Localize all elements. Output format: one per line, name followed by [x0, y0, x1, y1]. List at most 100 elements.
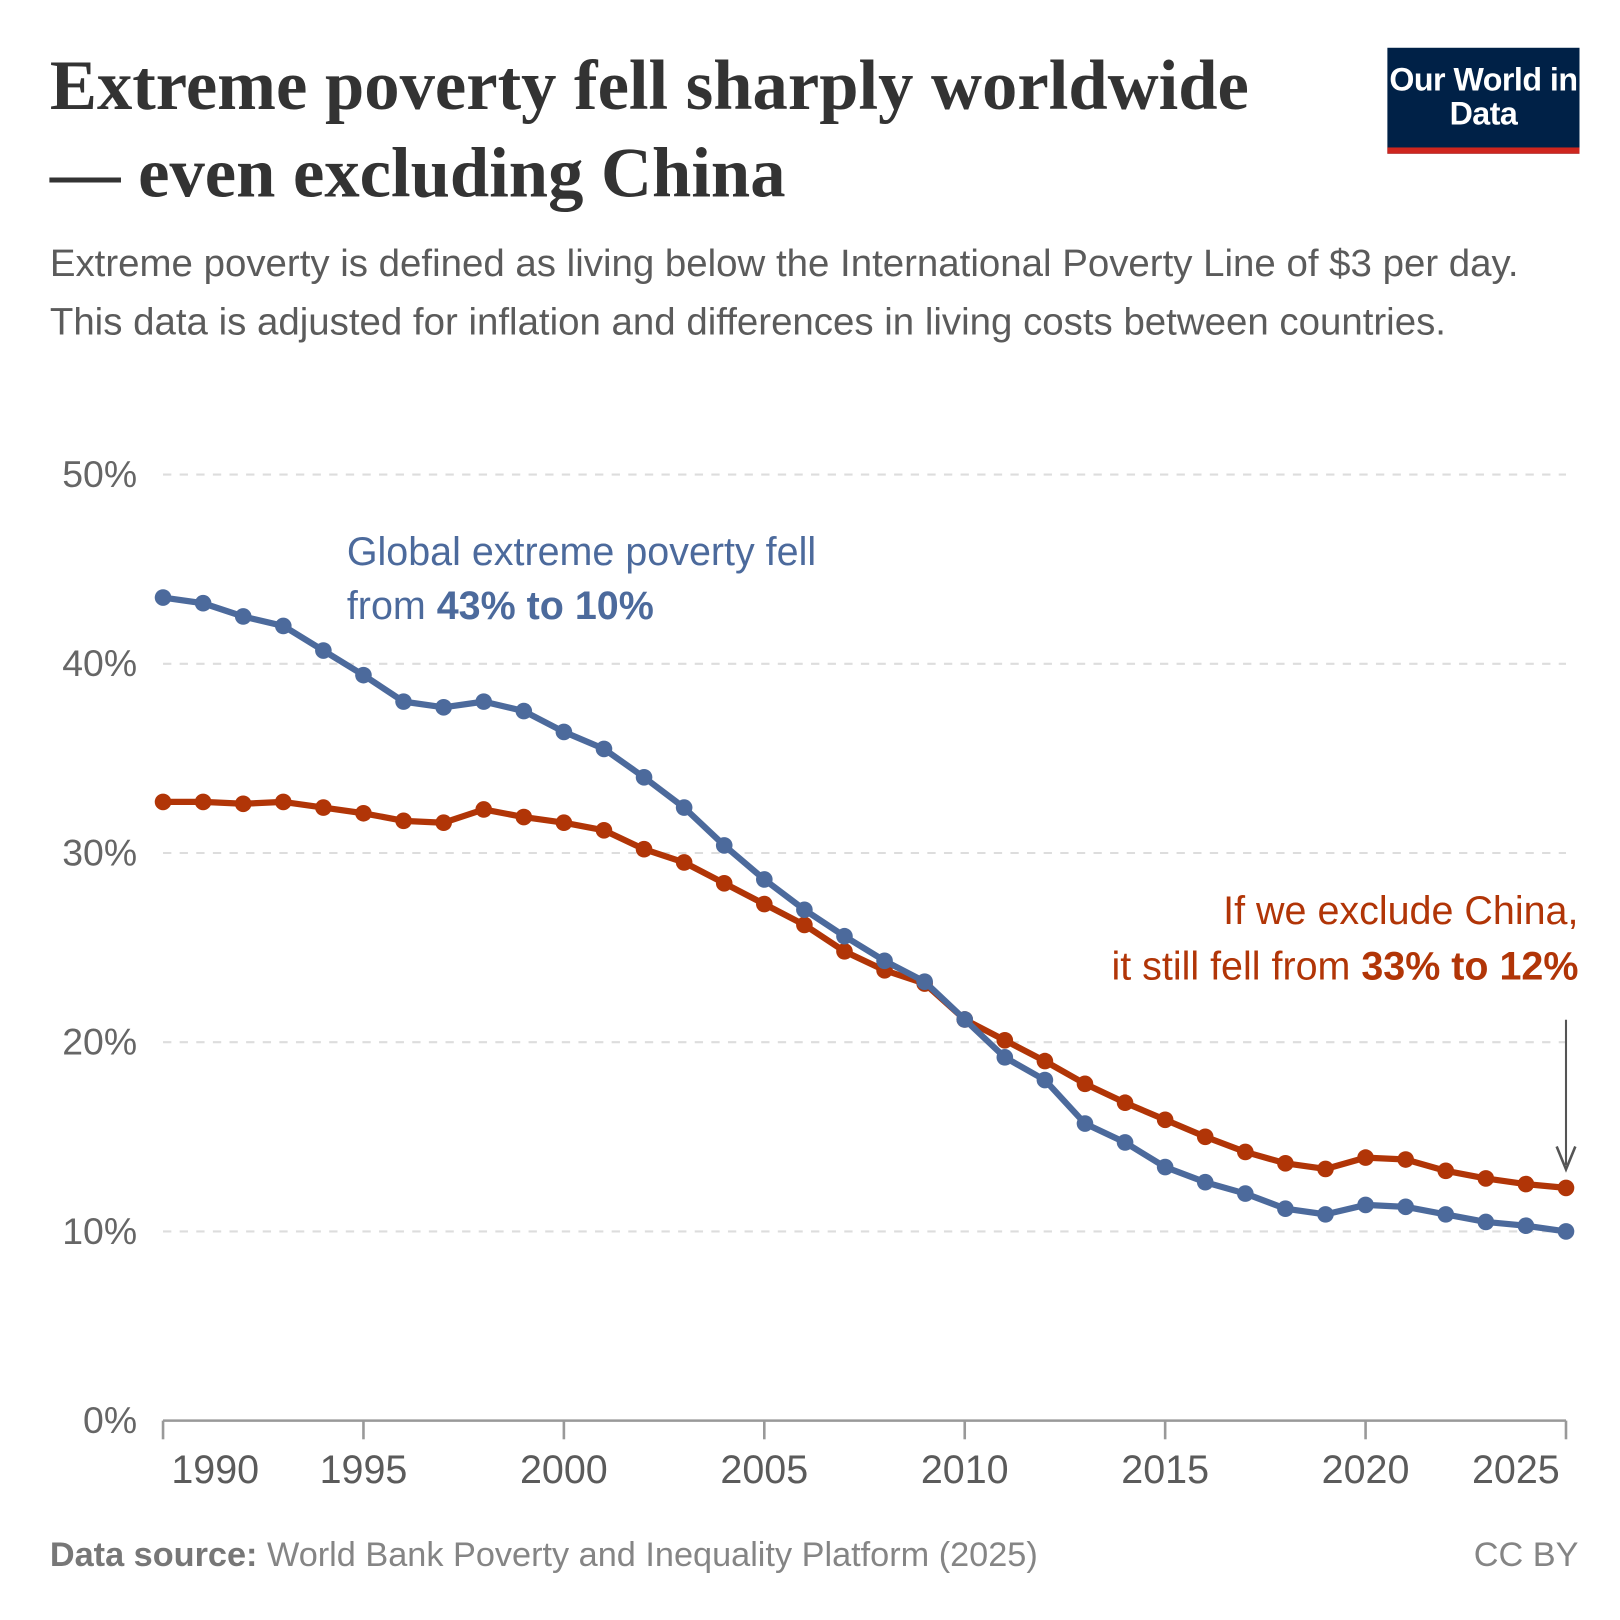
data-point-global — [274, 617, 292, 635]
chart-title: Extreme poverty fell sharply worldwide —… — [49, 45, 1249, 212]
data-point-excl_china — [755, 895, 773, 913]
y-tick-label: 20% — [62, 1021, 137, 1063]
data-point-global — [1237, 1185, 1254, 1202]
y-tick-label: 40% — [62, 642, 137, 684]
data-point-global — [475, 693, 493, 710]
y-tick-label: 10% — [62, 1210, 137, 1252]
data-point-excl_china — [796, 916, 813, 934]
data-point-excl_china — [234, 795, 252, 813]
data-point-global — [1437, 1206, 1455, 1223]
data-point-excl_china — [1076, 1075, 1094, 1093]
annotation-arrow — [1555, 1019, 1577, 1173]
data-point-global — [796, 901, 813, 919]
data-point-global — [1076, 1115, 1094, 1132]
annotation-global-line1: Global extreme poverty fell — [347, 530, 816, 574]
series-line-excl_china — [163, 798, 1567, 1191]
data-point-global — [435, 698, 452, 716]
x-tick-label: 2005 — [720, 1448, 808, 1492]
data-point-global — [1477, 1213, 1495, 1231]
data-point-global — [635, 769, 653, 786]
logo-text: Our World in Data — [1389, 61, 1578, 132]
data-point-global — [595, 740, 613, 758]
data-point-global — [555, 723, 573, 741]
data-point-excl_china — [355, 804, 372, 822]
data-point-global — [194, 594, 212, 612]
data-point-excl_china — [194, 793, 212, 811]
data-point-global — [515, 702, 533, 720]
data-point-global — [836, 927, 853, 945]
data-point-excl_china — [1036, 1052, 1054, 1070]
data-point-global — [1357, 1196, 1374, 1214]
data-point-excl_china — [274, 793, 292, 811]
data-point-global — [916, 973, 933, 990]
data-point-global — [1557, 1223, 1575, 1240]
data-point-global — [1196, 1173, 1214, 1191]
data-point-global — [675, 799, 693, 816]
series-global — [154, 589, 1575, 1240]
annotation-excl-china-line1: If we exclude China, — [1223, 889, 1578, 933]
data-point-global — [234, 608, 252, 625]
x-tick-label: 2015 — [1121, 1448, 1209, 1492]
data-point-excl_china — [435, 814, 452, 832]
data-point-excl_china — [1156, 1111, 1174, 1129]
x-tick-label: 2000 — [520, 1448, 608, 1492]
annotation-global-line2: from 43% to 10% — [347, 584, 654, 628]
data-point-global — [154, 589, 172, 606]
owid-logo[interactable]: Our World in Data — [1387, 47, 1580, 154]
data-point-global — [355, 666, 372, 684]
annotation-excl-china-bold: 33% to 12% — [1361, 944, 1578, 988]
data-point-global — [1517, 1217, 1535, 1235]
data-point-global — [1036, 1071, 1054, 1089]
data-point-global — [996, 1049, 1014, 1066]
x-tick-label: 2020 — [1322, 1448, 1410, 1492]
x-tick-label: 1995 — [320, 1448, 408, 1492]
data-source-text[interactable]: World Bank Poverty and Inequality Platfo… — [266, 1534, 1038, 1574]
data-point-global — [1397, 1198, 1414, 1216]
data-point-global — [1277, 1200, 1294, 1218]
y-tick-label: 0% — [83, 1399, 137, 1441]
data-point-excl_china — [1437, 1162, 1455, 1180]
data-point-excl_china — [996, 1031, 1014, 1049]
license[interactable]: CC BY — [1473, 1534, 1579, 1574]
data-point-excl_china — [1277, 1154, 1294, 1172]
data-point-excl_china — [635, 840, 653, 858]
data-point-excl_china — [475, 801, 493, 818]
data-point-excl_china — [395, 812, 412, 830]
data-source: Data source: World Bank Poverty and Ineq… — [50, 1535, 1038, 1574]
annotation-global-bold: 43% to 10% — [437, 584, 654, 628]
x-tick-label: 2010 — [921, 1448, 1009, 1492]
data-point-global — [956, 1011, 974, 1028]
data-point-global — [1116, 1134, 1134, 1151]
annotation-excl-china-line2: it still fell from 33% to 12% — [1111, 944, 1578, 988]
data-point-excl_china — [1397, 1151, 1414, 1168]
y-tick-label: 50% — [62, 453, 137, 495]
chart-subtitle: Extreme poverty is defined as living bel… — [49, 241, 1519, 343]
x-tick-label: 2025 — [1472, 1448, 1560, 1492]
data-point-excl_china — [1317, 1160, 1334, 1178]
data-point-excl_china — [675, 854, 693, 871]
data-point-excl_china — [555, 814, 573, 832]
data-point-global — [1156, 1158, 1174, 1176]
data-point-global — [715, 837, 733, 854]
y-tick-label: 30% — [62, 831, 137, 873]
x-tick-label: 1990 — [171, 1448, 259, 1492]
data-point-excl_china — [836, 943, 853, 960]
data-point-global — [755, 871, 773, 888]
data-point-global — [876, 952, 893, 970]
series-excl_china — [154, 793, 1575, 1197]
annotation-global-pre: from — [347, 584, 437, 628]
data-point-excl_china — [715, 874, 733, 892]
data-point-excl_china — [315, 799, 332, 816]
data-point-global — [315, 642, 332, 659]
data-point-excl_china — [1237, 1143, 1254, 1161]
data-point-global — [1317, 1206, 1334, 1223]
data-point-excl_china — [1196, 1128, 1214, 1146]
data-point-excl_china — [1357, 1149, 1374, 1166]
data-point-global — [395, 693, 412, 710]
data-point-excl_china — [595, 821, 613, 839]
data-point-excl_china — [1116, 1094, 1134, 1112]
data-point-excl_china — [515, 808, 533, 826]
data-point-excl_china — [154, 793, 172, 811]
